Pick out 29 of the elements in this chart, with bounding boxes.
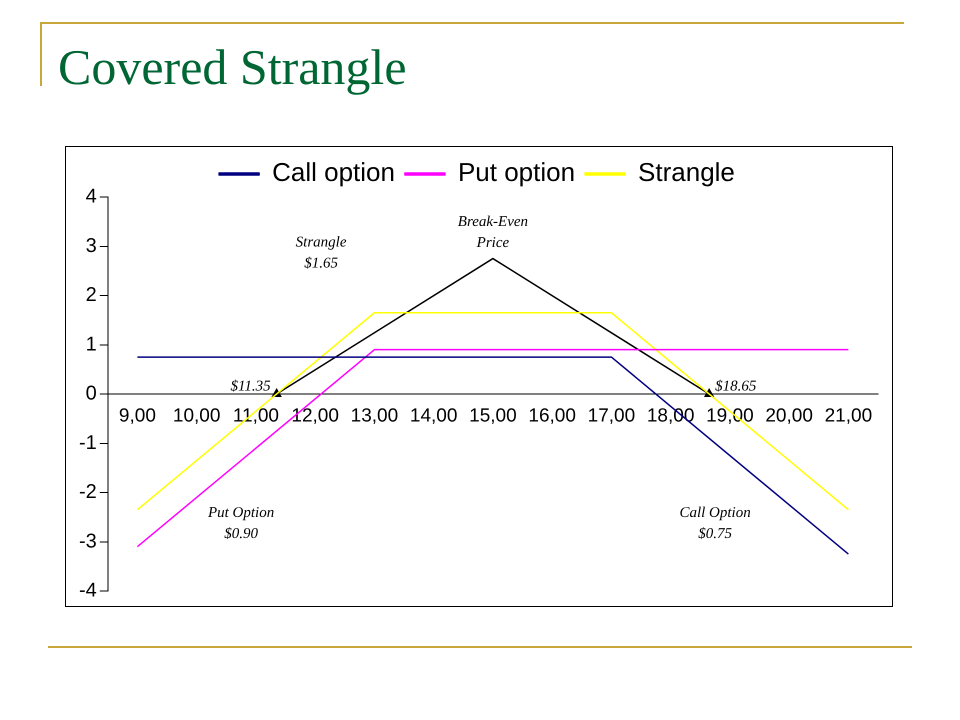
x-tick-label: 10,00	[172, 406, 220, 427]
y-tick-label: 1	[86, 333, 97, 356]
x-tick-label: 9,00	[118, 406, 156, 427]
y-tick-label: 0	[86, 382, 97, 405]
y-tick-label: 4	[86, 186, 97, 208]
y-tick-label: 3	[86, 234, 97, 257]
legend-label: Call option	[272, 157, 395, 188]
legend-label: Put option	[458, 157, 576, 188]
y-tick-label: -4	[78, 580, 97, 602]
x-tick-label: 12,00	[291, 406, 339, 427]
x-tick-label: 20,00	[765, 406, 813, 427]
y-tick-label: -2	[78, 481, 97, 504]
annotation: Break-Even Price	[458, 214, 528, 251]
annotation: $11.35	[230, 378, 272, 394]
annotation: $18.65	[715, 378, 757, 394]
x-tick-label: 14,00	[410, 406, 458, 427]
annotation: Strangle $1.65	[296, 234, 347, 272]
legend-label: Strangle	[638, 157, 735, 188]
x-tick-label: 21,00	[824, 406, 872, 427]
x-tick-label: 15,00	[469, 406, 517, 427]
annotation: Put Option $0.90	[206, 505, 274, 542]
x-tick-label: 16,00	[528, 406, 576, 427]
y-tick-label: -3	[78, 530, 97, 552]
x-tick-label: 17,00	[588, 406, 636, 427]
annotation: Call Option $0.75	[679, 505, 751, 542]
y-tick-label: -1	[78, 432, 97, 454]
chart-title: Covered Strangle	[58, 38, 407, 96]
x-tick-label: 13,00	[350, 406, 398, 427]
y-tick-label: 2	[86, 284, 97, 306]
